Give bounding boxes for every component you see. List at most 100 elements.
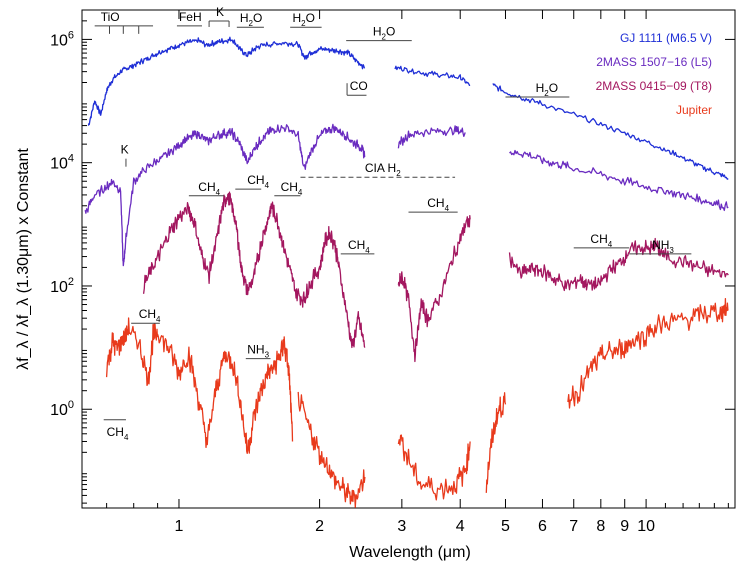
plot-frame <box>81 9 736 509</box>
feature-label-text: CH <box>348 238 365 252</box>
x-tick-label: 3 <box>397 518 406 535</box>
feature-label: CIA H2 <box>365 161 401 178</box>
feature-label-tail: O <box>306 11 315 25</box>
feature-label: CH4 <box>198 180 220 197</box>
series-line-3 <box>397 434 471 501</box>
feature-label: NH3 <box>247 343 269 360</box>
feature-label-text: CO <box>350 79 368 93</box>
feature-label-text: CH <box>247 173 264 187</box>
feature-label-tail: O <box>549 81 558 95</box>
feature-annotation: H2O <box>505 81 570 98</box>
series-line-1 <box>84 123 366 267</box>
feature-label-sub: 4 <box>608 240 613 249</box>
feature-label: H2O <box>240 11 262 28</box>
feature-annotation: CH4 <box>235 173 270 190</box>
legend-entry: GJ 1111 (M6.5 V) <box>620 31 712 45</box>
x-axis: 1 2 3 4 5 6 7 8 9 10 <box>106 10 729 535</box>
feature-label: H2O <box>293 11 315 28</box>
y-tick-exp: 0 <box>68 399 74 411</box>
feature-label: H2O <box>536 81 558 98</box>
series-line-2 <box>508 237 729 292</box>
feature-label-sub: 3 <box>669 246 674 255</box>
x-tick-label: 4 <box>456 518 465 535</box>
x-tick-label: 10 <box>637 518 655 535</box>
feature-annotation: CH4 <box>573 232 630 249</box>
feature-label-text: CIA H <box>365 161 396 175</box>
feature-label-text: CH <box>281 180 298 194</box>
feature-label-text: H <box>293 11 302 25</box>
feature-label: K <box>121 143 129 157</box>
y-tick-base: 10 <box>50 32 68 49</box>
legend: GJ 1111 (M6.5 V) 2MASS 1507−16 (L5) 2MASS … <box>596 31 712 117</box>
y-tick-exp: 6 <box>68 29 74 41</box>
feature-label-text: H <box>536 81 545 95</box>
feature-label-text: CH <box>198 180 215 194</box>
feature-label-sub: 4 <box>365 246 370 255</box>
feature-label-sub: 4 <box>156 315 161 324</box>
y-tick-label: 102 <box>50 276 74 296</box>
series-line-2 <box>142 191 366 349</box>
feature-label-sub: 4 <box>124 433 129 442</box>
feature-label-sub: 2 <box>249 19 254 28</box>
y-tick-base: 10 <box>50 402 68 419</box>
feature-annotation: CH4 <box>274 180 303 197</box>
y-tick-label: 104 <box>50 153 74 173</box>
legend-entry: Jupiter <box>676 103 712 117</box>
feature-label: CH4 <box>281 180 303 197</box>
x-tick-label: 1 <box>175 518 184 535</box>
feature-label-text: K <box>216 5 224 19</box>
feature-annotation: TiO <box>94 10 154 34</box>
feature-annotation: H2O <box>290 11 322 28</box>
feature-label: CH4 <box>139 307 161 324</box>
y-axis-label: λf_λ / λf_λ (1.30μm) x Constant <box>15 148 32 370</box>
legend-entry: 2MASS 1507−16 (L5) <box>596 55 712 69</box>
feature-label: CH4 <box>348 238 370 255</box>
y-tick-label: 106 <box>50 29 74 49</box>
feature-label-text: TiO <box>101 10 120 24</box>
feature-annotation: NH3 <box>629 238 692 255</box>
feature-label: CO <box>350 79 368 93</box>
feature-annotation: K <box>121 143 129 167</box>
feature-annotation: CH4 <box>408 196 458 213</box>
legend-entry: 2MASS 0415−09 (T8) <box>596 79 712 93</box>
feature-annotation: CH4 <box>131 307 161 324</box>
feature-annotation: FeH <box>176 10 202 27</box>
feature-label-text: CH <box>427 196 444 210</box>
x-axis-label: Wavelength (μm) <box>349 544 471 561</box>
feature-label-sub: 4 <box>445 204 450 213</box>
series-layer <box>84 36 729 508</box>
series-line-0 <box>87 36 366 126</box>
series-line-0 <box>394 65 471 87</box>
series-line-1 <box>509 149 729 212</box>
feature-label-sub: 3 <box>265 351 270 360</box>
feature-label-text: NH <box>247 343 264 357</box>
series-line-2 <box>397 215 471 363</box>
series-line-3 <box>567 297 729 409</box>
y-axis-label-group: λf_λ / λf_λ (1.30μm) x Constant <box>15 148 32 370</box>
x-tick-label: 9 <box>620 518 629 535</box>
feature-label-sub: 2 <box>301 19 306 28</box>
series-line-0 <box>492 83 729 180</box>
feature-annotation: CH4 <box>340 238 375 255</box>
feature-label-sub: 4 <box>216 188 221 197</box>
series-line-1 <box>397 125 466 149</box>
feature-label: FeH <box>179 10 202 24</box>
y-tick-base: 10 <box>50 156 68 173</box>
x-tick-label: 7 <box>569 518 578 535</box>
feature-label-text: NH <box>652 238 669 252</box>
x-tick-label: 2 <box>315 518 324 535</box>
feature-label: CH4 <box>590 232 612 249</box>
feature-annotation: H2O <box>236 11 264 28</box>
feature-label-text: CH <box>139 307 156 321</box>
feature-label-sub: 4 <box>298 188 303 197</box>
feature-label-text: CH <box>107 425 124 439</box>
feature-label-text: FeH <box>179 10 202 24</box>
feature-label-sub: 2 <box>381 33 386 42</box>
feature-annotation: CH4 <box>103 419 129 442</box>
feature-label-sub: 4 <box>265 181 270 190</box>
feature-label-text: H <box>240 11 249 25</box>
series-line-3 <box>105 317 294 455</box>
feature-label: CH4 <box>247 173 269 190</box>
